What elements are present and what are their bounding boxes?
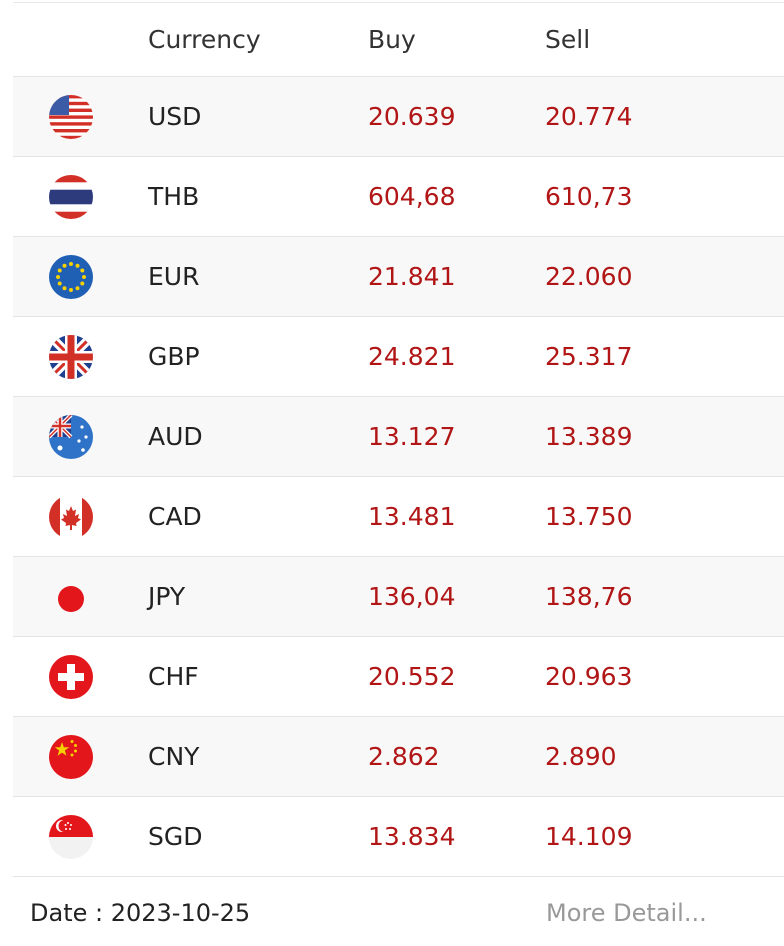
header-sell: Sell — [545, 25, 591, 54]
header-buy: Buy — [368, 25, 416, 54]
currency-code: JPY — [148, 582, 186, 611]
sell-rate: 13.750 — [545, 502, 633, 531]
header-currency: Currency — [148, 25, 261, 54]
table-row: CNY 2.862 2.890 — [13, 716, 784, 796]
switzerland-flag-icon — [49, 654, 93, 699]
sell-rate: 14.109 — [545, 822, 633, 851]
buy-rate: 13.834 — [368, 822, 456, 851]
uk-flag-icon — [49, 334, 93, 379]
table-row: GBP 24.821 25.317 — [13, 316, 784, 396]
us-flag-icon — [49, 94, 93, 139]
china-flag-icon — [49, 734, 93, 779]
australia-flag-icon — [49, 414, 93, 459]
buy-rate: 24.821 — [368, 342, 456, 371]
sell-rate: 25.317 — [545, 342, 633, 371]
currency-code: CNY — [148, 742, 200, 771]
buy-rate: 13.127 — [368, 422, 456, 451]
japan-flag-icon — [49, 574, 93, 619]
sell-rate: 20.774 — [545, 102, 633, 131]
buy-rate: 2.862 — [368, 742, 440, 771]
canada-flag-icon — [49, 494, 93, 539]
sell-rate: 13.389 — [545, 422, 633, 451]
table-row: THB 604,68 610,73 — [13, 156, 784, 236]
buy-rate: 21.841 — [368, 262, 456, 291]
table-footer: Date : 2023-10-25 More Detail... — [13, 880, 784, 946]
exchange-rate-table: Currency Buy Sell USD 20 — [13, 2, 784, 877]
sell-rate: 22.060 — [545, 262, 633, 291]
currency-code: CHF — [148, 662, 199, 691]
table-row: JPY 136,04 138,76 — [13, 556, 784, 636]
singapore-flag-icon — [49, 814, 93, 859]
more-detail-link[interactable]: More Detail... — [546, 899, 707, 927]
buy-rate: 20.552 — [368, 662, 456, 691]
table-row: CAD 13.481 13.750 — [13, 476, 784, 556]
currency-code: AUD — [148, 422, 203, 451]
currency-code: SGD — [148, 822, 203, 851]
table-row: AUD 13.127 13.389 — [13, 396, 784, 476]
currency-code: USD — [148, 102, 202, 131]
currency-code: THB — [148, 182, 200, 211]
buy-rate: 604,68 — [368, 182, 456, 211]
table-row: EUR 21.841 22.060 — [13, 236, 784, 316]
sell-rate: 20.963 — [545, 662, 633, 691]
currency-code: GBP — [148, 342, 200, 371]
rate-date: Date : 2023-10-25 — [30, 899, 251, 927]
sell-rate: 610,73 — [545, 182, 633, 211]
buy-rate: 13.481 — [368, 502, 456, 531]
table-row: USD 20.639 20.774 — [13, 76, 784, 156]
table-row: CHF 20.552 20.963 — [13, 636, 784, 716]
buy-rate: 20.639 — [368, 102, 456, 131]
sell-rate: 2.890 — [545, 742, 617, 771]
thailand-flag-icon — [49, 174, 93, 219]
buy-rate: 136,04 — [368, 582, 456, 611]
table-row: SGD 13.834 14.109 — [13, 796, 784, 877]
table-header: Currency Buy Sell — [13, 2, 784, 76]
sell-rate: 138,76 — [545, 582, 633, 611]
eu-flag-icon — [49, 254, 93, 299]
currency-code: CAD — [148, 502, 202, 531]
currency-code: EUR — [148, 262, 200, 291]
